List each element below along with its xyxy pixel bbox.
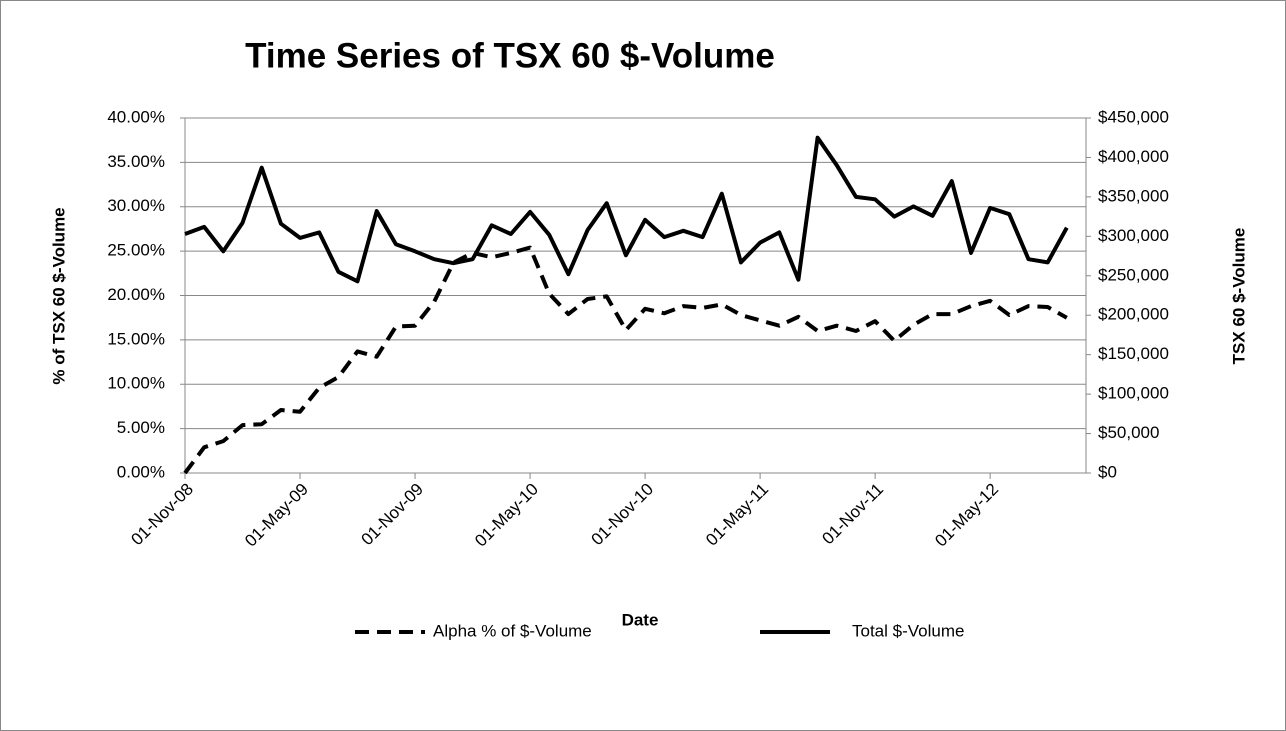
- legend-label: Total $-Volume: [852, 621, 964, 640]
- y2-tick-label: $350,000: [1098, 186, 1169, 205]
- y-tick-label: 25.00%: [107, 241, 165, 260]
- y2-tick-label: $0: [1098, 462, 1117, 481]
- y2-axis-title: TSX 60 $-Volume: [1229, 228, 1248, 365]
- y2-tick-label: $250,000: [1098, 265, 1169, 284]
- y-tick-label: 15.00%: [107, 329, 165, 348]
- y-tick-label: 40.00%: [107, 107, 165, 126]
- y-tick-label: 20.00%: [107, 285, 165, 304]
- y-axis-title: % of TSX 60 $-Volume: [49, 207, 68, 384]
- y-tick-label: 0.00%: [117, 462, 165, 481]
- series-line: [183, 245, 1068, 475]
- y-tick-label: 30.00%: [107, 196, 165, 215]
- series-line: [184, 135, 1069, 284]
- y2-tick-label: $400,000: [1098, 147, 1169, 166]
- y2-tick-label: $300,000: [1098, 226, 1169, 245]
- y-tick-label: 5.00%: [117, 418, 165, 437]
- y-tick-label: 10.00%: [107, 374, 165, 393]
- y2-tick-label: $150,000: [1098, 344, 1169, 363]
- y-tick-label: 35.00%: [107, 152, 165, 171]
- legend-label: Alpha % of $-Volume: [433, 621, 592, 640]
- y2-tick-label: $50,000: [1098, 423, 1159, 442]
- y2-tick-label: $450,000: [1098, 107, 1169, 126]
- x-axis-title: Date: [622, 610, 659, 629]
- y2-tick-label: $200,000: [1098, 305, 1169, 324]
- chart-title: Time Series of TSX 60 $-Volume: [245, 36, 775, 75]
- y2-tick-label: $100,000: [1098, 384, 1169, 403]
